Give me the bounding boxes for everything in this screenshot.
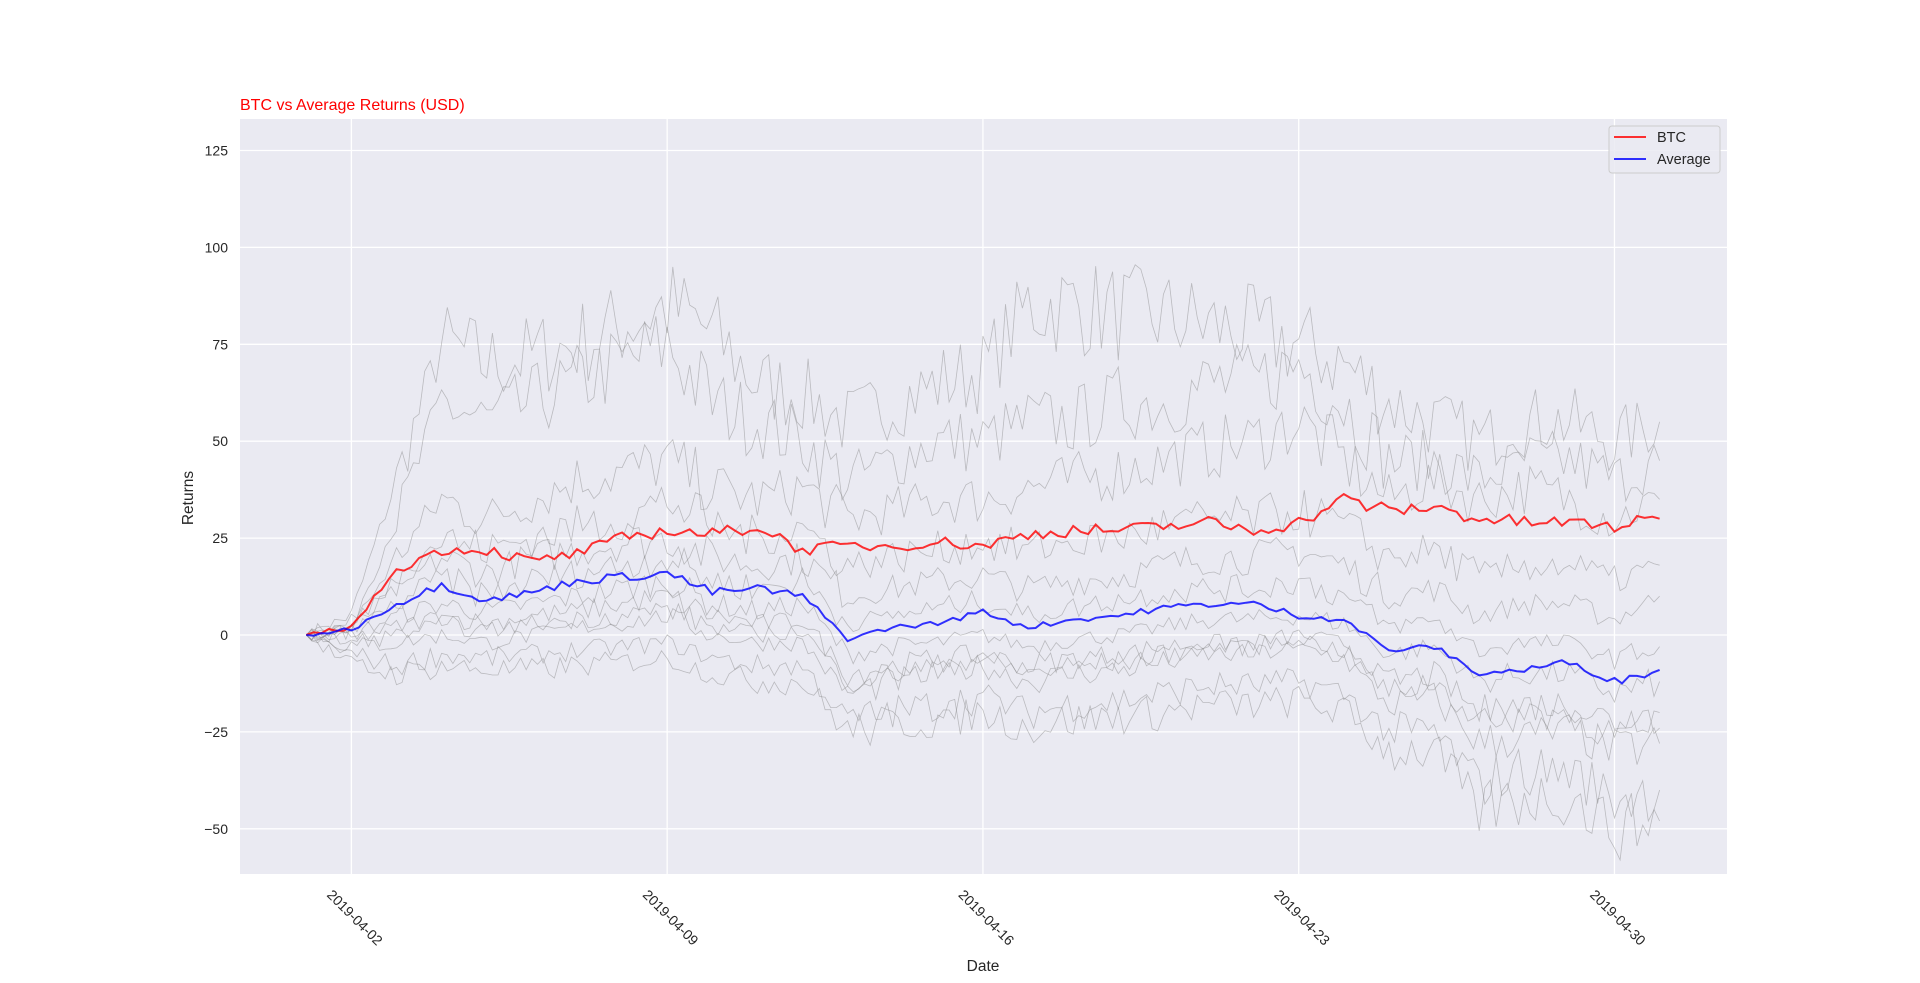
background-series	[306, 264, 1660, 862]
background-series-line	[306, 575, 1660, 704]
background-series-line	[306, 547, 1660, 671]
main-series	[305, 492, 1660, 685]
background-series-line	[306, 405, 1660, 636]
y-tick-label: −50	[204, 821, 228, 837]
series-line-btc	[305, 492, 1660, 636]
background-series-line	[306, 632, 1660, 823]
background-series-line	[306, 589, 1660, 733]
background-series-line	[306, 316, 1660, 638]
legend-label-btc: BTC	[1657, 130, 1686, 146]
y-tick-label: −25	[204, 724, 228, 740]
y-tick-label: 50	[212, 433, 228, 449]
legend: BTC Average	[1608, 125, 1721, 174]
background-series-line	[306, 608, 1660, 765]
x-tick-label: 2019-04-30	[1587, 886, 1649, 948]
chart-title: BTC vs Average Returns (USD)	[240, 97, 465, 114]
legend-label-average: Average	[1657, 152, 1711, 168]
x-tick-label: 2019-04-23	[1271, 886, 1333, 948]
grid-lines	[240, 119, 1727, 874]
background-series-line	[306, 634, 1660, 862]
y-tick-label: 100	[205, 239, 229, 255]
y-axis-label: Returns	[180, 471, 197, 526]
x-tick-label: 2019-04-02	[324, 886, 386, 948]
x-tick-label: 2019-04-09	[640, 886, 702, 948]
background-series-line	[306, 264, 1660, 642]
x-axis-label: Date	[967, 958, 1000, 975]
y-tick-labels: 125 100 75 50 25 0 −25 −50	[204, 143, 228, 837]
y-tick-label: 0	[220, 627, 228, 643]
background-series-line	[306, 602, 1660, 745]
series-line-average	[306, 570, 1660, 685]
y-tick-label: 25	[212, 530, 228, 546]
x-tick-label: 2019-04-16	[955, 886, 1017, 948]
x-tick-labels: 2019-04-02 2019-04-09 2019-04-16 2019-04-23…	[324, 886, 1649, 948]
y-tick-label: 75	[212, 336, 228, 352]
y-tick-label: 125	[205, 143, 229, 159]
background-series-line	[306, 527, 1660, 640]
